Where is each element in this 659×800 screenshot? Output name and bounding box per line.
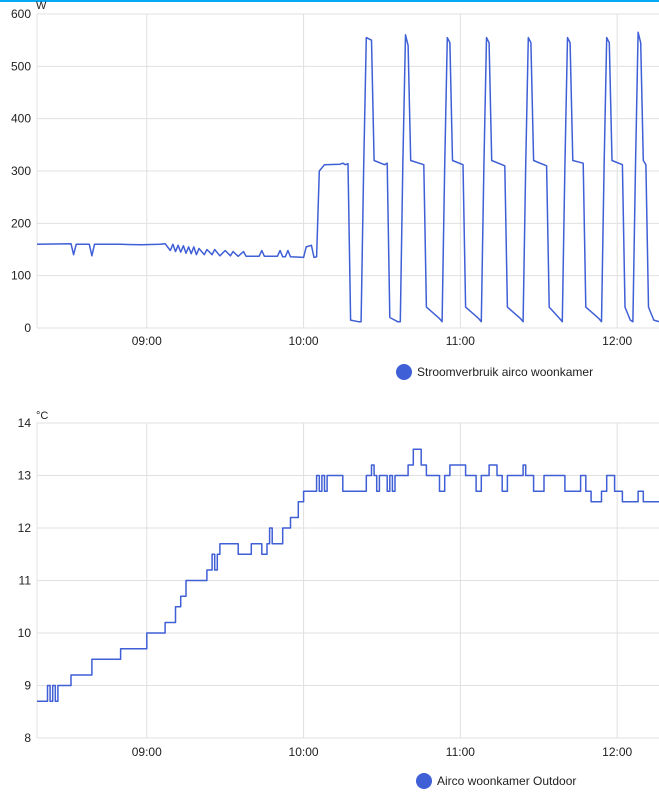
legend-label[interactable]: Stroomverbruik airco woonkamer bbox=[417, 365, 593, 379]
power-chart: 0 100 200 300 400 500 600 09:00 10:00 11:00 12:00 W… bbox=[11, 0, 659, 380]
y-tick-label: 500 bbox=[11, 59, 31, 73]
series-line bbox=[36, 31, 659, 323]
y-axis-unit-label: °C bbox=[36, 410, 48, 422]
x-tick-label: 10:00 bbox=[289, 745, 319, 759]
y-tick-label: 9 bbox=[24, 679, 31, 693]
x-tick-label: 11:00 bbox=[446, 745, 475, 759]
x-tick-label: 12:00 bbox=[602, 334, 632, 348]
y-tick-label: 600 bbox=[11, 7, 31, 21]
x-tick-label: 10:00 bbox=[289, 334, 319, 348]
y-tick-label: 0 bbox=[24, 321, 31, 335]
x-tick-label: 12:00 bbox=[602, 745, 632, 759]
x-tick-label: 11:00 bbox=[446, 334, 475, 348]
y-axis-unit-label: W bbox=[36, 0, 47, 12]
y-tick-label: 200 bbox=[11, 216, 31, 230]
y-tick-label: 11 bbox=[19, 574, 32, 588]
legend-label[interactable]: Airco woonkamer Outdoor bbox=[437, 774, 576, 788]
y-tick-label: 100 bbox=[11, 269, 31, 283]
y-tick-label: 10 bbox=[18, 626, 32, 640]
legend-color-dot[interactable] bbox=[396, 364, 412, 380]
series-line bbox=[37, 448, 659, 703]
y-tick-label: 300 bbox=[11, 164, 31, 178]
legend-color-dot[interactable] bbox=[416, 773, 432, 789]
y-tick-label: 400 bbox=[11, 112, 31, 126]
y-tick-label: 12 bbox=[18, 521, 32, 535]
temperature-chart: 8 9 10 11 12 13 14 09:00 10:00 11:00 12:00 °C Airco … bbox=[18, 410, 659, 789]
y-tick-label: 8 bbox=[24, 731, 31, 745]
x-tick-label: 09:00 bbox=[132, 334, 162, 348]
y-tick-label: 13 bbox=[18, 469, 32, 483]
x-tick-label: 09:00 bbox=[132, 745, 162, 759]
y-tick-label: 14 bbox=[18, 416, 32, 430]
top-accent-bar bbox=[0, 0, 659, 2]
